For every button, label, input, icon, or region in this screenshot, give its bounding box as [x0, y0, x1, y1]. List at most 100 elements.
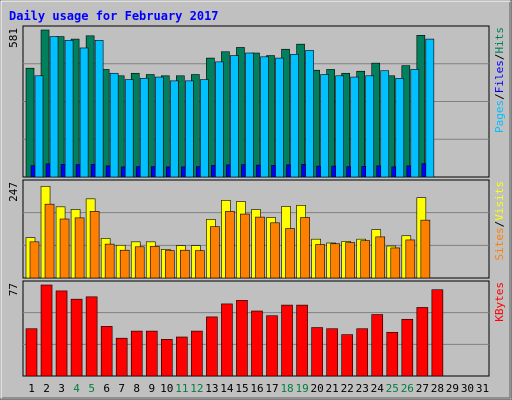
panel-middle: 247 Sites/Visits: [7, 179, 506, 279]
chart-title: Daily usage for February 2017: [9, 9, 219, 23]
bar-sites-day-5: [89, 211, 100, 279]
legend-entry: KBytes: [493, 282, 506, 322]
bar-pages-day-2: [49, 36, 59, 178]
bar-sites-day-11: [180, 249, 190, 279]
bar-pages-day-27: [425, 38, 435, 178]
bar-kbytes-day-19: [296, 304, 308, 377]
bar-sites-day-4: [74, 217, 85, 279]
bar-kbytes-day-3: [55, 290, 68, 377]
bar-pages-day-22: [350, 76, 359, 178]
bar-sites-day-9: [149, 246, 160, 279]
bar-kbytes-day-11: [176, 336, 188, 377]
x-tick-label: 29: [446, 382, 459, 395]
bar-kbytes-day-22: [341, 334, 353, 377]
bar-kbytes-day-26: [401, 318, 414, 377]
x-tick-label: 2: [43, 382, 50, 395]
bar-kbytes-day-7: [115, 337, 128, 377]
bar-sites-day-14: [225, 211, 235, 279]
x-tick-label: 15: [235, 382, 248, 395]
bar-sites-day-15: [240, 213, 250, 279]
bar-sites-day-12: [195, 250, 205, 279]
bar-kbytes-day-1: [25, 328, 38, 377]
series-kbytes: [25, 284, 444, 377]
legend-entry: /: [493, 93, 506, 100]
bar-kbytes-day-28: [431, 289, 444, 377]
panel-bottom-ymax-label: 77: [7, 283, 20, 296]
legend-entry: Pages: [493, 100, 506, 133]
bar-sites-day-3: [59, 218, 70, 279]
x-tick-label: 26: [401, 382, 414, 395]
panel-top-legend: Pages/Files/Hits: [493, 27, 506, 133]
bar-kbytes-day-2: [40, 284, 53, 377]
x-tick-label: 10: [160, 382, 173, 395]
bar-sites-day-19: [300, 217, 310, 279]
x-axis-day-labels: 1 2 3 4 5 6 7 8 9 10 11 12 13 14 15 16 17 18 19 20 21 22 23 24 2…: [28, 382, 489, 395]
bar-sites-day-1: [29, 241, 40, 279]
bar-pages-day-12: [200, 79, 209, 178]
x-tick-label: 11: [175, 382, 188, 395]
x-tick-label: 27: [416, 382, 429, 395]
legend-entry: /: [493, 221, 506, 228]
bar-pages-day-18: [290, 53, 299, 178]
bar-sites-day-21: [330, 243, 340, 279]
x-tick-label: 30: [461, 382, 474, 395]
bar-kbytes-day-8: [130, 330, 143, 377]
x-tick-label: 31: [476, 382, 489, 395]
bar-kbytes-day-25: [386, 331, 399, 377]
x-tick-label: 7: [118, 382, 125, 395]
x-tick-label: 25: [386, 382, 399, 395]
panel-bottom: 77 KBytes: [7, 280, 506, 377]
bar-pages-day-23: [365, 75, 375, 178]
panel-middle-legend: Sites/Visits: [493, 181, 506, 261]
legend-entry: Hits: [493, 27, 506, 54]
bar-pages-day-25: [395, 78, 405, 178]
bar-pages-day-9: [154, 76, 164, 178]
bar-sites-day-20: [315, 244, 325, 279]
bar-pages-day-6: [109, 72, 119, 178]
bar-kbytes-day-18: [281, 304, 293, 377]
bar-sites-day-6: [104, 243, 115, 279]
bar-kbytes-day-14: [221, 303, 233, 377]
bar-sites-day-18: [285, 228, 295, 279]
bar-sites-day-2: [44, 203, 55, 279]
bar-kbytes-day-5: [85, 296, 98, 377]
bar-kbytes-day-17: [266, 315, 278, 377]
panel-middle-ymax-label: 247: [7, 182, 20, 202]
bar-hits-day-1: [25, 67, 35, 178]
x-tick-label: 17: [265, 382, 278, 395]
panel-top-ymax-label: 581: [7, 28, 20, 48]
bar-pages-day-17: [275, 57, 284, 178]
bar-sites-day-13: [210, 226, 220, 279]
x-tick-label: 12: [190, 382, 203, 395]
bar-pages-day-11: [185, 80, 194, 178]
series-pages: [34, 36, 435, 178]
bar-kbytes-day-4: [70, 298, 83, 377]
x-tick-label: 19: [295, 382, 308, 395]
bar-sites-day-26: [405, 239, 416, 279]
bar-pages-day-4: [79, 47, 89, 178]
x-tick-label: 6: [103, 382, 110, 395]
bar-pages-day-16: [260, 56, 269, 178]
bar-kbytes-day-24: [371, 314, 384, 377]
x-tick-label: 16: [250, 382, 263, 395]
bar-sites-day-16: [255, 216, 265, 279]
bar-sites-day-17: [270, 222, 280, 279]
bar-pages-day-5: [94, 40, 104, 178]
x-tick-label: 13: [205, 382, 218, 395]
x-tick-label: 28: [431, 382, 444, 395]
bar-kbytes-day-27: [416, 307, 429, 377]
bar-sites-day-23: [360, 240, 371, 279]
bar-kbytes-day-12: [191, 330, 203, 377]
bar-pages-day-26: [410, 69, 420, 178]
bar-pages-day-19: [305, 50, 314, 178]
x-tick-label: 3: [58, 382, 65, 395]
x-tick-label: 4: [73, 382, 80, 395]
x-tick-label: 9: [148, 382, 155, 395]
bar-pages-day-24: [380, 70, 390, 178]
x-tick-label: 21: [326, 382, 339, 395]
bar-kbytes-day-10: [160, 339, 173, 377]
x-tick-label: 14: [220, 382, 234, 395]
bar-sites-day-27: [420, 219, 431, 279]
